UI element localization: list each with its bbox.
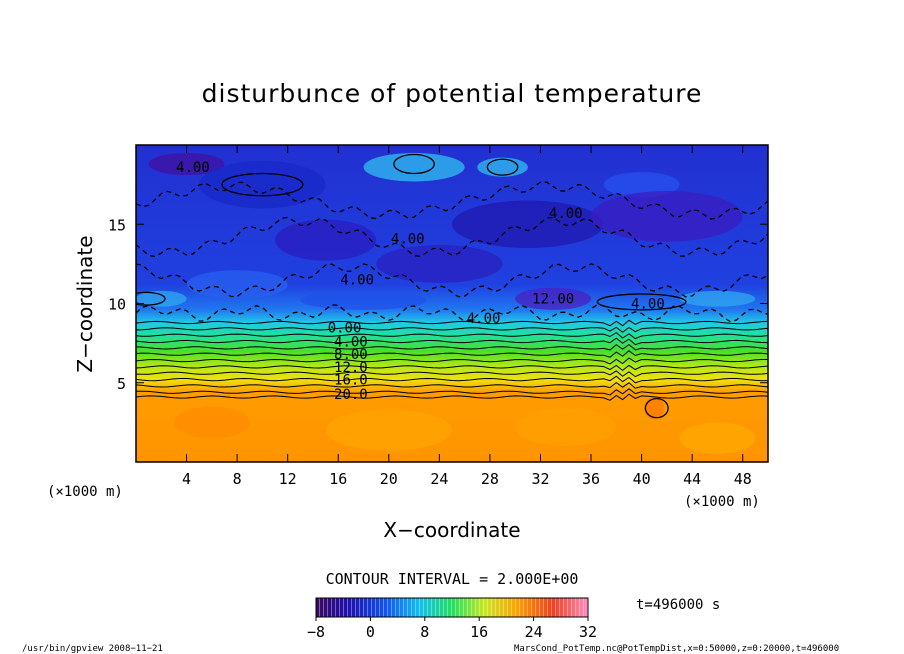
colorbar-tick-label: 8 — [420, 623, 429, 641]
contour-line — [136, 393, 768, 401]
field-anomaly — [679, 422, 756, 455]
x-tick-label: 4 — [182, 470, 191, 488]
contour-label: 8.00 — [334, 347, 368, 363]
field-anomaly — [376, 244, 503, 283]
contour-line — [136, 326, 768, 333]
field-anomaly — [452, 200, 604, 249]
field-anomaly — [136, 290, 187, 307]
contour-line — [136, 375, 768, 384]
contour-label: 16.0 — [334, 373, 368, 389]
contour-line — [136, 381, 768, 389]
x-tick-label: 28 — [481, 470, 499, 488]
x-unit-right: (×1000 m) — [684, 494, 760, 510]
colorbar-frame — [315, 597, 589, 618]
x-tick-label: 12 — [279, 470, 297, 488]
contour-label: 4.00 — [467, 311, 501, 327]
y-axis-ticks: 5 10 15 — [108, 216, 768, 393]
contour-line — [136, 337, 768, 346]
contour-label: 4.00 — [334, 335, 368, 351]
field-anomaly — [591, 190, 743, 242]
field-anomaly — [275, 219, 377, 261]
contour-label: 12.0 — [334, 360, 368, 376]
y-axis-label: Z−coordinate — [73, 235, 97, 372]
field-anomalies — [136, 152, 756, 455]
colorbar-tick-label: 0 — [366, 623, 375, 641]
field-anomaly — [679, 290, 756, 307]
field-anomaly — [644, 397, 665, 420]
colorbar-ticks: −8 0 8 16 24 32 — [307, 617, 597, 641]
contour-line — [136, 343, 768, 351]
x-tick-label: 40 — [633, 470, 651, 488]
y-tick-label: 5 — [117, 375, 126, 393]
contour-closed — [393, 153, 435, 175]
contour-closed — [221, 172, 304, 197]
contour-closed — [486, 158, 519, 176]
contour-label: 0.00 — [328, 320, 362, 336]
contour-line-dashed — [136, 181, 768, 220]
x-tick-label: 32 — [531, 470, 549, 488]
colorbar-tick-label: 24 — [525, 623, 543, 641]
contour-line — [136, 388, 768, 396]
contour-label: 4.00 — [340, 273, 374, 289]
contour-line — [136, 370, 768, 378]
field-anomaly — [199, 160, 326, 209]
contour-line-dashed — [136, 216, 768, 258]
contour-closed — [596, 293, 687, 311]
x-tick-label: 44 — [683, 470, 701, 488]
colorbar-tick-label: 16 — [470, 623, 488, 641]
y-tick-label: 10 — [108, 296, 126, 314]
contour-field — [136, 145, 768, 462]
field-anomaly — [325, 409, 452, 451]
x-tick-label: 8 — [233, 470, 242, 488]
field-anomaly — [186, 270, 288, 299]
contour-labels: 4.004.004.004.004.004.0012.000.004.008.0… — [176, 160, 665, 403]
colorbar: −8 0 8 16 24 32 — [307, 597, 597, 641]
field-anomaly — [515, 287, 592, 310]
contour-closed — [644, 397, 669, 419]
colorbar-tick-label: 32 — [579, 623, 597, 641]
contour-line — [136, 357, 768, 365]
x-tick-label: 48 — [734, 470, 752, 488]
field-anomaly — [363, 152, 465, 182]
field-anomaly — [477, 157, 528, 177]
x-tick-label: 24 — [430, 470, 448, 488]
contour-line — [136, 350, 768, 358]
field-anomaly — [173, 406, 250, 439]
contour-label: 4.00 — [631, 297, 665, 313]
x-tick-label: 20 — [380, 470, 398, 488]
x-axis-label: X−coordinate — [383, 518, 520, 542]
field-anomaly — [148, 152, 225, 176]
field-anomaly — [515, 408, 617, 447]
field-anomaly — [603, 171, 680, 198]
contour-line — [136, 331, 768, 340]
colorbar-stripes — [316, 598, 588, 617]
time-label: t=496000 s — [636, 597, 720, 613]
x-tick-label: 36 — [582, 470, 600, 488]
contour-label: 4.00 — [176, 160, 210, 176]
chart-title: disturbunce of potential temperature — [202, 79, 703, 108]
contour-line-dashed — [136, 263, 768, 298]
contour-line-dashed — [136, 303, 768, 323]
contour-label: 20.0 — [334, 387, 368, 403]
contour-line — [136, 319, 768, 327]
x-tick-label: 16 — [329, 470, 347, 488]
x-axis-ticks: 4 8 12 16 20 24 28 32 36 40 44 48 — [182, 145, 752, 488]
x-unit-left: (×1000 m) — [47, 484, 123, 500]
field-anomaly — [300, 290, 427, 310]
contour-label: 4.00 — [549, 206, 583, 222]
contour-interval-text: CONTOUR INTERVAL = 2.000E+00 — [326, 570, 579, 588]
colorbar-tick-label: −8 — [307, 623, 325, 641]
footer-left: /usr/bin/gpview 2008−11−21 — [22, 644, 163, 654]
contour-label: 4.00 — [391, 232, 425, 248]
contour-label: 12.00 — [532, 292, 574, 308]
contour-line — [136, 364, 768, 372]
y-tick-label: 15 — [108, 216, 126, 234]
footer-right: MarsCond_PotTemp.nc@PotTempDist,x=0:5000… — [514, 644, 839, 654]
contour-closed — [136, 291, 166, 306]
contour-lines — [136, 153, 768, 419]
